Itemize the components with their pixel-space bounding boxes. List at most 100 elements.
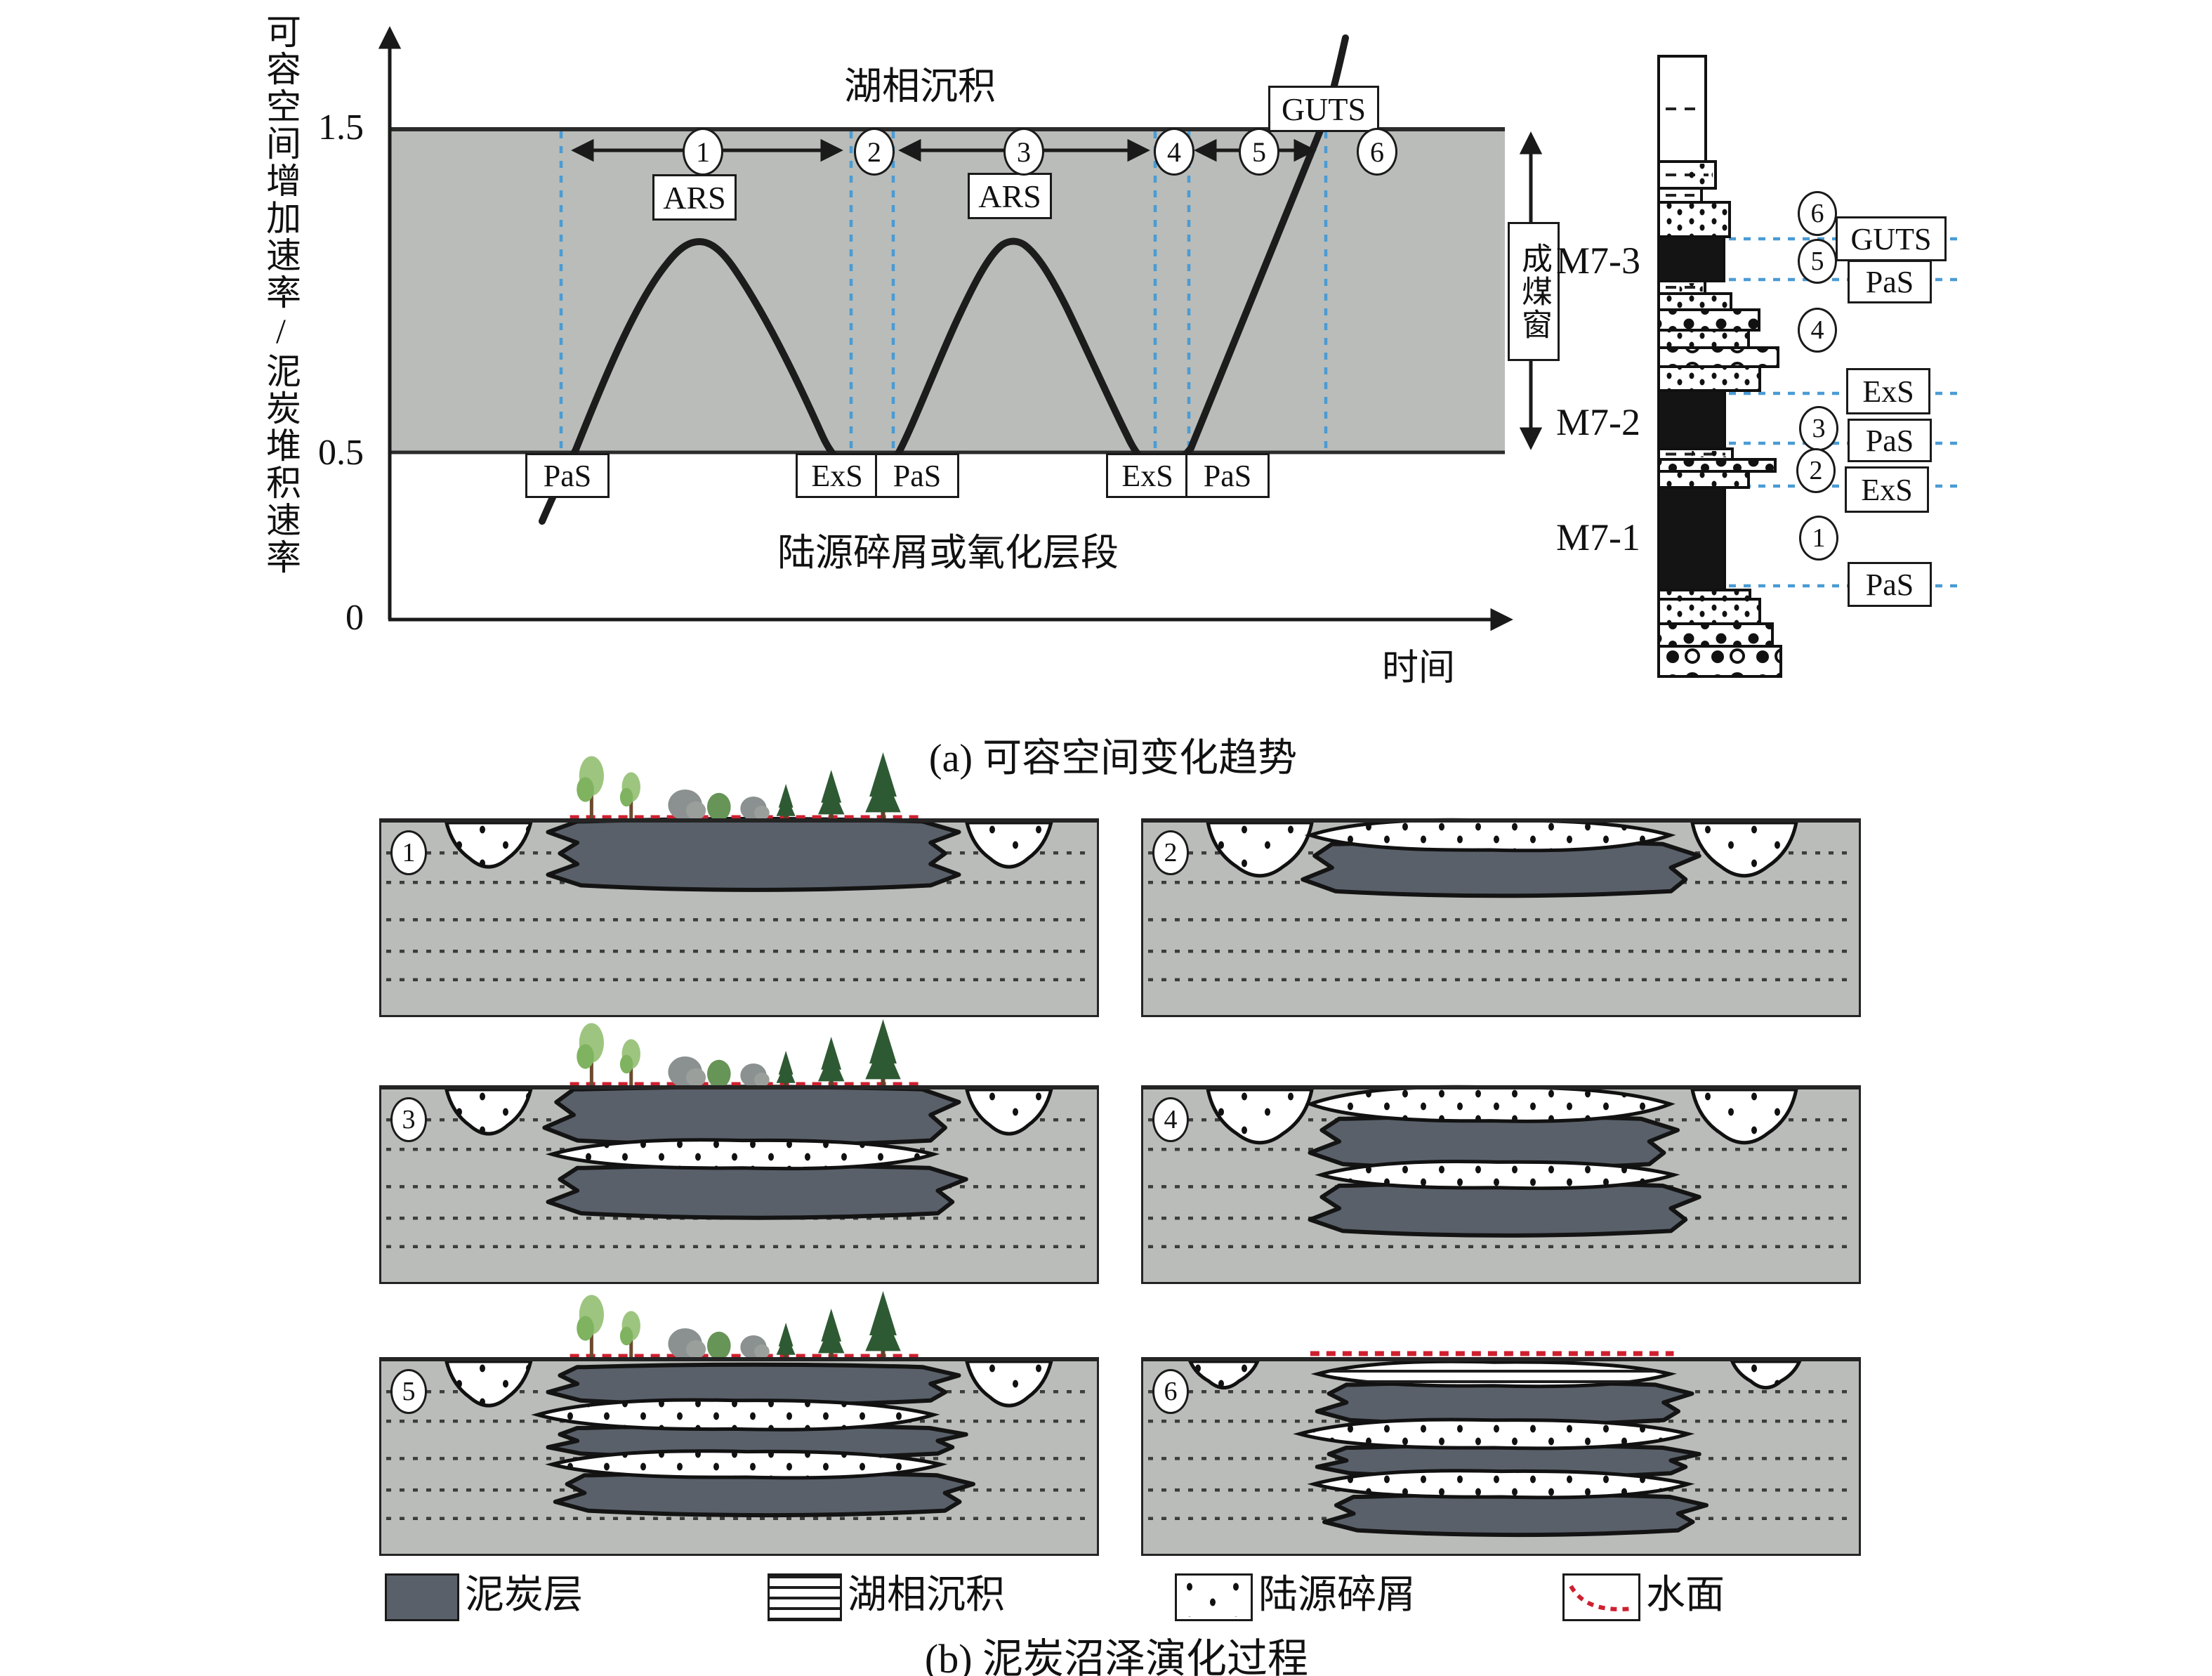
peat-layer	[1308, 1181, 1701, 1238]
evolution-panel-6	[1141, 1351, 1861, 1556]
channel-sand	[964, 820, 1054, 869]
ars-label: ARS	[663, 179, 726, 216]
strat-layer-pattern	[1660, 648, 1779, 675]
strat-layer-pattern	[1660, 332, 1747, 346]
strat-layer-pattern	[1660, 461, 1774, 470]
conifer-tree	[776, 1333, 796, 1355]
peat-layer	[542, 1085, 961, 1148]
tree-trunk	[629, 1338, 633, 1359]
broadleaf-tree	[577, 777, 594, 802]
strat-layer-pattern	[1660, 473, 1747, 486]
stage-number: 3	[1017, 136, 1031, 168]
stage-circle-5: 5	[1239, 128, 1279, 176]
evolution-panel-3	[379, 1019, 1099, 1284]
channel-sand	[964, 1087, 1054, 1136]
tree-trunk	[589, 792, 593, 820]
strat-layer-pattern	[1660, 295, 1730, 308]
vegetation-row	[577, 1019, 901, 1088]
evolution-panel-1	[379, 752, 1099, 1017]
lens-fill-pattern	[552, 1451, 941, 1478]
conifer-tree	[817, 1323, 845, 1354]
lens-fill-pattern	[1310, 820, 1671, 851]
panel-badge-2: 2	[1152, 830, 1189, 875]
gray-bush	[685, 1068, 706, 1087]
strat-layer-pattern	[1660, 591, 1749, 598]
channel-sand	[444, 1087, 533, 1136]
strat-layer-pattern	[1679, 283, 1703, 292]
broadleaf-tree	[619, 1054, 633, 1074]
tree-trunk	[881, 808, 886, 820]
broadleaf-tree	[619, 787, 633, 807]
tick-1-5: 1.5	[318, 107, 364, 148]
col-box-guts: GUTS	[1836, 216, 1947, 261]
stage-number: 5	[1252, 136, 1266, 168]
tree-trunk	[784, 813, 789, 820]
shrub	[707, 1331, 731, 1360]
conifer-tree	[776, 1061, 796, 1083]
evolution-panel-5	[379, 1291, 1099, 1556]
tree-trunk	[829, 1350, 834, 1359]
tree-trunk	[589, 1059, 593, 1087]
conifer-tree	[776, 794, 796, 816]
conifer-tree	[865, 1038, 901, 1080]
coal-window-label: 成煤窗	[1517, 242, 1551, 341]
broadleaf-tree	[619, 1326, 633, 1346]
legend-swatch-water	[1562, 1573, 1640, 1621]
panel-number: 3	[402, 1105, 416, 1134]
event-label: GUTS	[1850, 221, 1932, 256]
event-label: PaS	[1865, 567, 1914, 602]
shrub	[707, 1059, 731, 1088]
event-label: PaS	[1865, 423, 1914, 458]
panel-badge-4: 4	[1152, 1097, 1189, 1142]
coal-window-box: 成煤窗	[1508, 222, 1560, 361]
event-label: PaS	[1865, 264, 1914, 299]
tree-trunk	[881, 1347, 886, 1359]
evolution-panel-4	[1141, 1085, 1861, 1284]
shrub	[707, 792, 731, 821]
col-box-exs-lower: ExS	[1845, 466, 1929, 513]
strat-layer-pattern	[1660, 368, 1758, 389]
gray-bush	[754, 805, 770, 820]
strat-layer-pattern	[1660, 311, 1758, 329]
channel-sand	[444, 1359, 533, 1408]
tree-trunk	[629, 1066, 633, 1087]
stage-circle-3: 3	[1003, 128, 1044, 176]
tick-0: 0	[345, 598, 364, 638]
panel-badge-6: 6	[1152, 1369, 1189, 1414]
ars-label: ARS	[978, 178, 1041, 214]
panel-badge-1: 1	[390, 830, 427, 875]
channel-sand	[964, 1359, 1054, 1408]
channel-sand	[1690, 1087, 1798, 1145]
col-box-exs-upper: ExS	[1846, 368, 1930, 414]
strat-layer	[1657, 187, 1703, 204]
stage-number: 3	[1812, 414, 1826, 443]
tick-0-5: 0.5	[318, 433, 364, 473]
legend-label-clastics: 陆源碎屑	[1258, 1573, 1416, 1617]
strat-layer-pattern	[1684, 164, 1713, 186]
accommodation-chart	[378, 26, 1958, 678]
panel-number: 5	[402, 1377, 416, 1406]
channel-sand	[1206, 1087, 1315, 1145]
stage-number: 2	[1809, 456, 1823, 485]
panel-b-caption: (b) 泥炭沼泽演化过程	[924, 1636, 1309, 1676]
legend-swatch-peat	[385, 1573, 459, 1621]
panel-border	[379, 1357, 1099, 1556]
tree-trunk	[629, 799, 633, 820]
coal-seam	[1657, 486, 1726, 591]
pas-label: PaS	[543, 458, 592, 493]
ars2-label-box: ARS	[968, 173, 1052, 219]
gray-bush	[754, 1344, 770, 1359]
strat-layer-pattern	[1660, 204, 1728, 235]
channel-sand	[1690, 820, 1798, 878]
panel-a-caption: (a) 可容空间变化趋势	[928, 737, 1298, 780]
event-label: ExS	[1861, 472, 1913, 507]
stage-number: 6	[1810, 199, 1824, 228]
stage-number: 5	[1810, 247, 1824, 276]
peat-layer	[546, 1163, 968, 1220]
exs-label: ExS	[811, 458, 863, 493]
stage-number: 1	[1812, 523, 1826, 553]
strat-layer-pattern	[1660, 601, 1758, 622]
legend-swatch-clastics	[1175, 1573, 1253, 1621]
gray-bush	[685, 1340, 706, 1359]
conifer-tree	[865, 1310, 901, 1351]
